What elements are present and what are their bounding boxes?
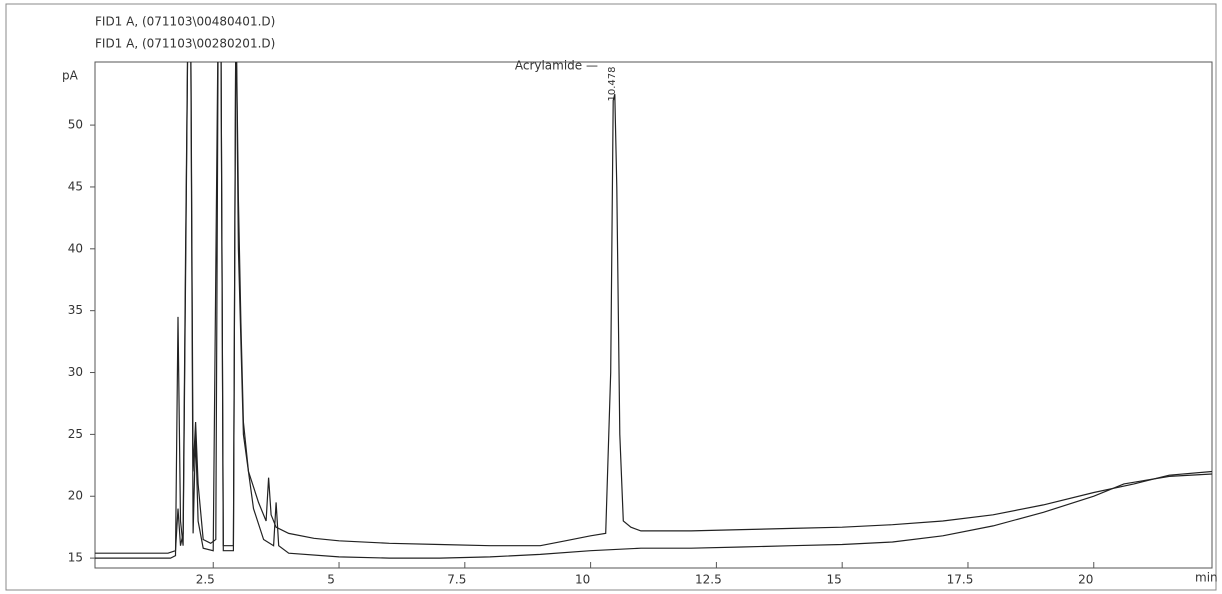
trace-line xyxy=(95,62,1212,559)
x-tick-label: 20 xyxy=(1078,573,1093,587)
y-tick-label: 25 xyxy=(68,427,83,441)
peak-label: 10.478 xyxy=(607,67,618,102)
plot-area xyxy=(95,62,1212,559)
x-tick-label: 17.5 xyxy=(947,573,974,587)
x-axis-label: min xyxy=(1195,571,1218,585)
x-tick-label: 12.5 xyxy=(695,573,722,587)
x-tick-label: 7.5 xyxy=(447,573,466,587)
legend-entry: FID1 A, (071103\00480401.D) xyxy=(95,15,275,29)
plot-frame xyxy=(94,61,1213,569)
y-axis-label: pA xyxy=(62,69,79,83)
y-tick-label: 40 xyxy=(68,241,83,255)
y-tick-label: 45 xyxy=(68,179,83,193)
x-tick-label: 10 xyxy=(575,573,590,587)
y-tick-label: 15 xyxy=(68,551,83,565)
y-tick-label: 50 xyxy=(68,118,83,132)
x-tick-label: 15 xyxy=(827,573,842,587)
y-tick-label: 35 xyxy=(68,303,83,317)
annotation: Acrylamide — xyxy=(515,59,598,73)
x-tick-label: 2.5 xyxy=(196,573,215,587)
x-tick-label: 5 xyxy=(327,573,335,587)
legend-entry: FID1 A, (071103\00280201.D) xyxy=(95,37,275,51)
outer-border xyxy=(5,3,1217,591)
y-tick-label: 30 xyxy=(68,365,83,379)
y-tick-label: 20 xyxy=(68,489,83,503)
trace-line xyxy=(95,62,1212,554)
